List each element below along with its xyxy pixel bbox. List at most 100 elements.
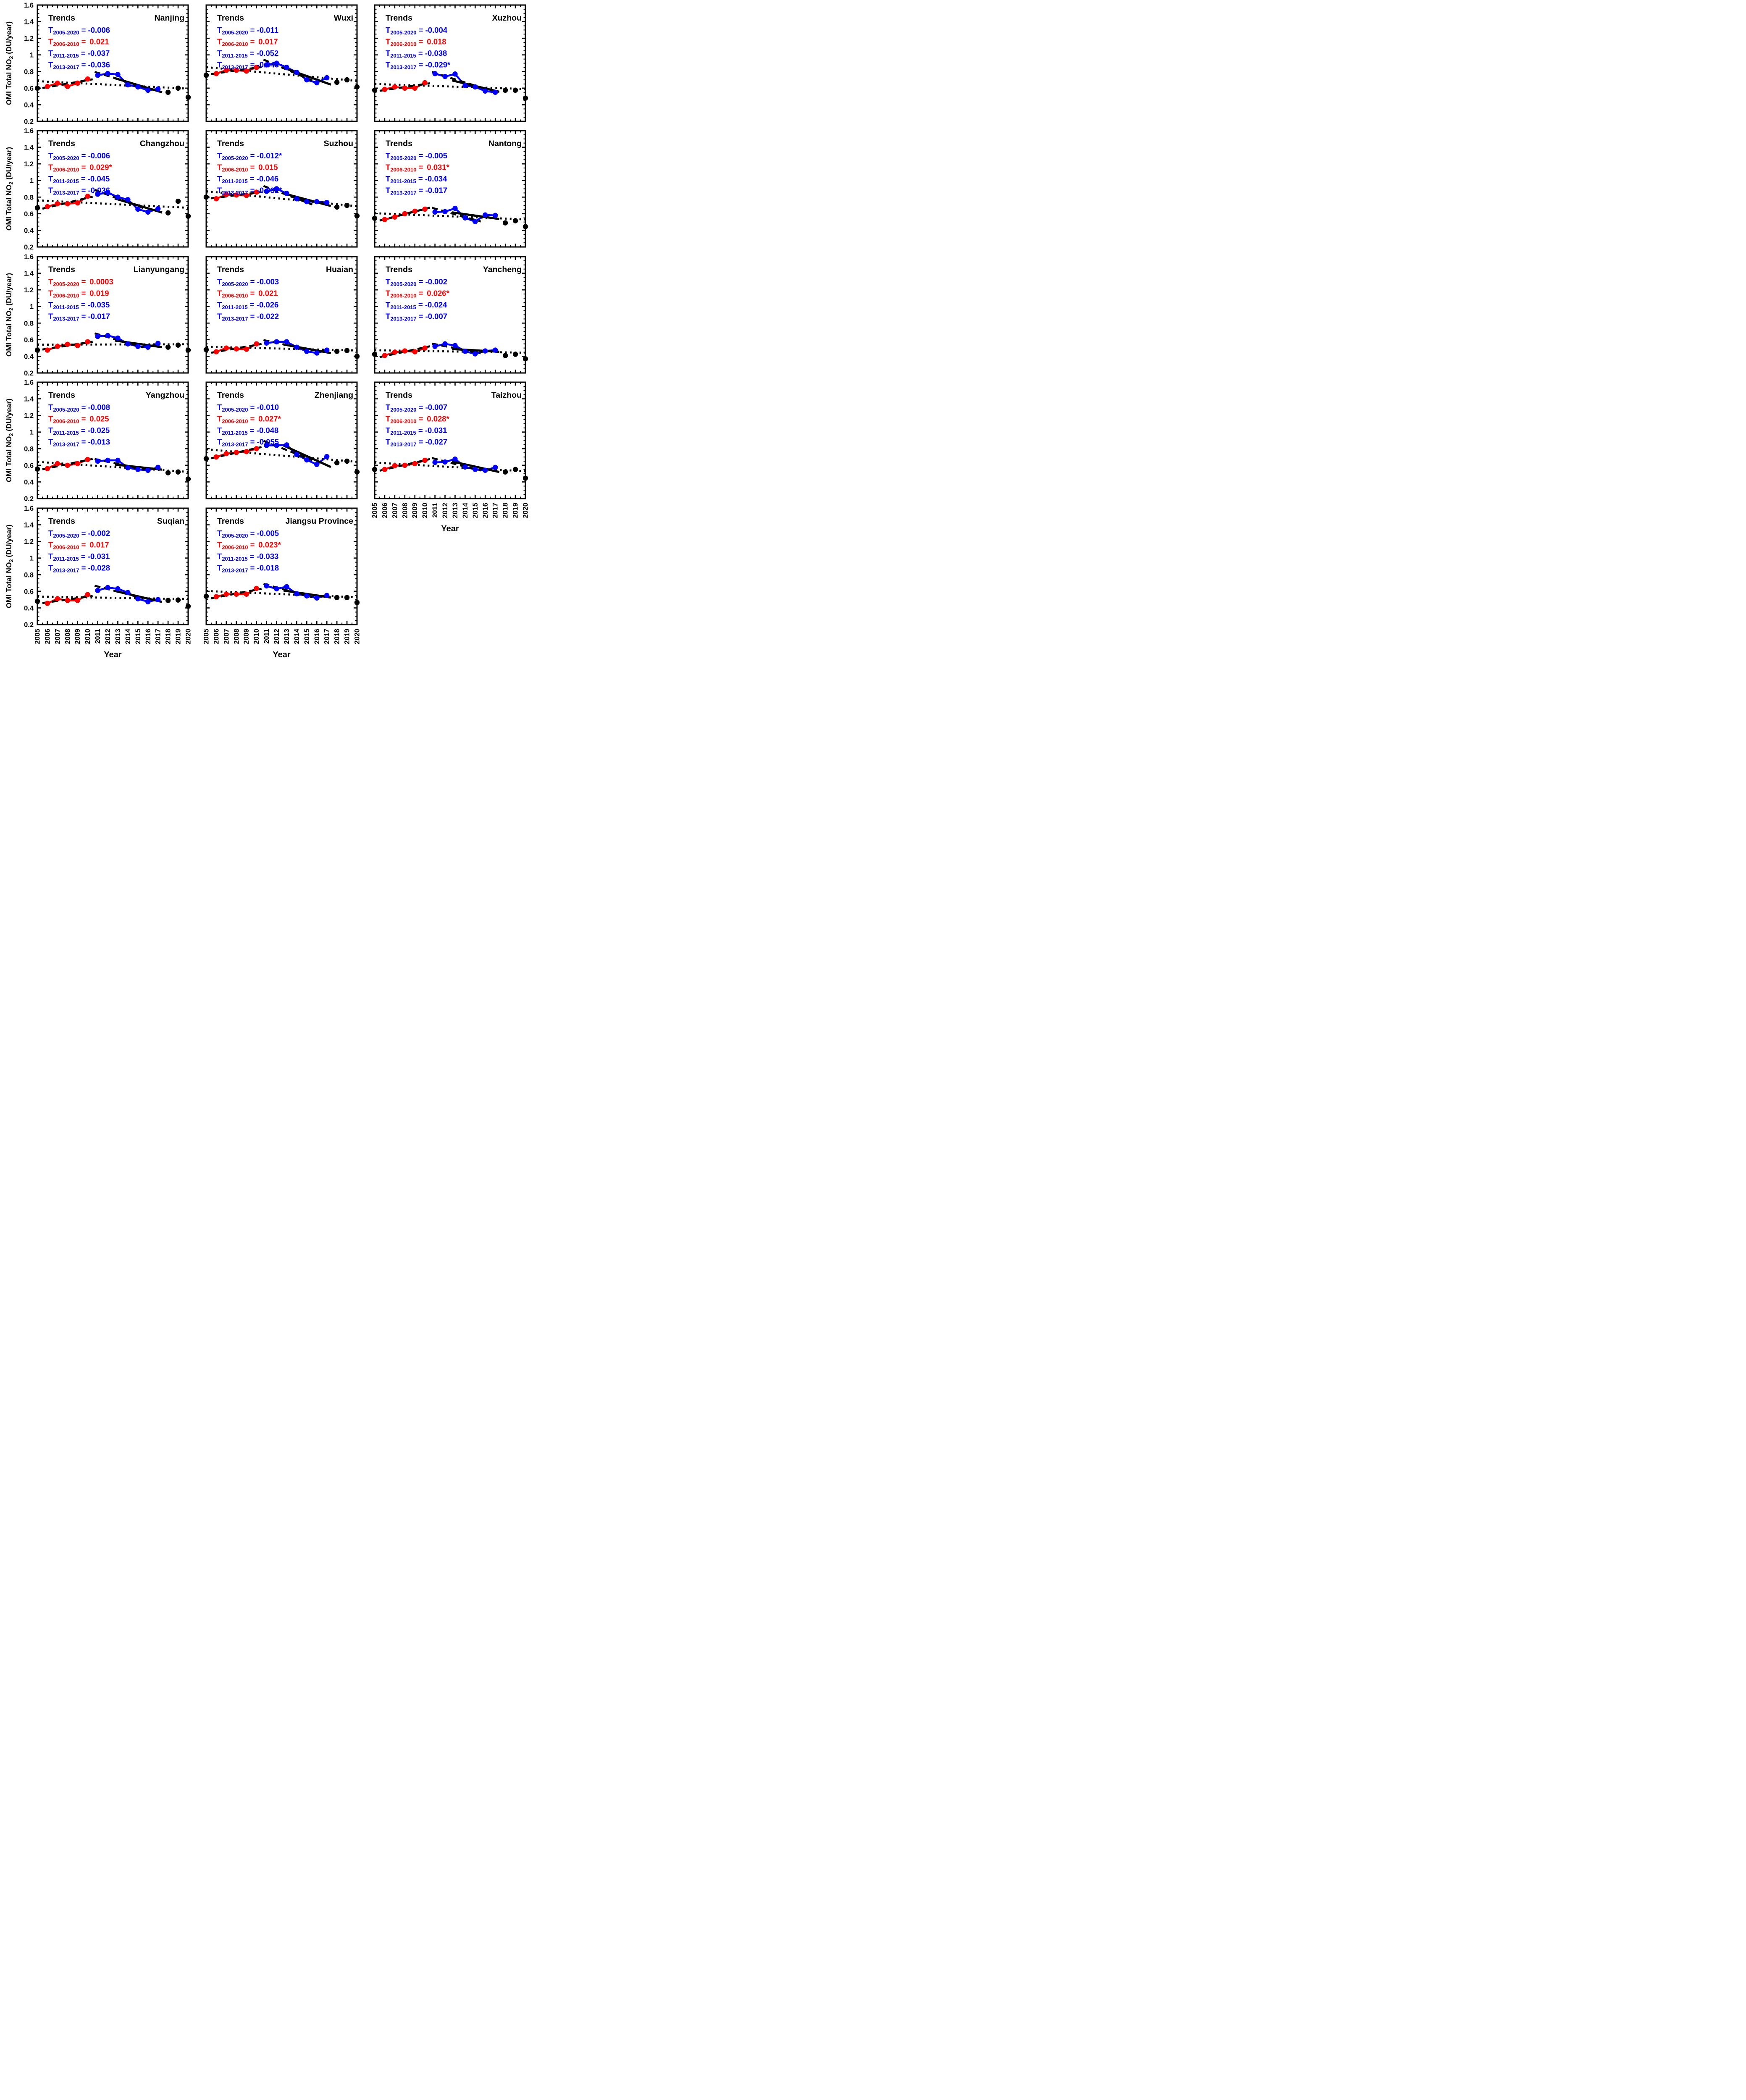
data-point bbox=[294, 452, 299, 457]
data-point bbox=[432, 344, 438, 349]
data-point bbox=[493, 89, 498, 95]
major-ticks bbox=[37, 256, 189, 374]
trend-fit-2006-2010-dashed bbox=[379, 458, 431, 472]
panel-title-suzhou: Suzhou bbox=[324, 139, 353, 148]
trend-fit-2005-2020-dotted bbox=[37, 461, 189, 473]
trends-heading: Trends bbox=[386, 265, 412, 274]
x-tick-label: 2017 bbox=[323, 629, 331, 644]
data-point bbox=[115, 457, 121, 463]
x-tick-label: 2014 bbox=[462, 502, 469, 518]
minor-ticks bbox=[37, 508, 188, 625]
panel-zhenjiang: Zhenjiang Trends T2005-2020 = -0.010 T2006-… bbox=[203, 381, 360, 499]
data-point bbox=[135, 467, 141, 472]
y-tick-label: 0.4 bbox=[24, 227, 34, 234]
data-point bbox=[234, 449, 239, 455]
y-tick-label: 1 bbox=[30, 177, 34, 185]
x-tick-label: 2019 bbox=[512, 503, 520, 518]
trend-fit-2006-2010-dashed bbox=[211, 191, 262, 200]
data-point bbox=[502, 353, 508, 358]
data-point bbox=[284, 442, 289, 448]
data-point bbox=[442, 209, 448, 215]
data-point bbox=[294, 70, 299, 75]
data-point bbox=[115, 194, 121, 200]
data-point bbox=[85, 76, 90, 82]
trend-line-2005-2020: T2005-2020 = -0.002 bbox=[48, 529, 110, 539]
panel-yancheng: Yancheng Trends T2005-2020 = -0.002 T2006-2… bbox=[372, 256, 528, 374]
data-point bbox=[442, 459, 448, 465]
minor-ticks bbox=[206, 5, 357, 121]
data-point bbox=[314, 462, 320, 467]
data-point bbox=[125, 197, 131, 202]
data-point bbox=[75, 80, 80, 86]
data-point bbox=[412, 461, 417, 467]
data-point bbox=[422, 345, 428, 351]
trend-line-2006-2010: T2006-2010 = 0.019 bbox=[48, 289, 109, 299]
y-tick-label: 1.6 bbox=[24, 127, 34, 135]
data-point bbox=[304, 77, 310, 83]
trends-heading: Trends bbox=[48, 391, 75, 400]
data-point bbox=[483, 467, 488, 473]
data-point bbox=[85, 194, 90, 199]
data-point bbox=[223, 591, 229, 597]
x-axis-title: Year bbox=[104, 650, 121, 659]
trend-line-2006-2010: T2006-2010 = 0.031* bbox=[386, 163, 450, 173]
trend-line-2006-2010: T2006-2010 = 0.026* bbox=[386, 289, 450, 299]
minor-ticks bbox=[206, 257, 357, 373]
panel-nantong: Nantong Trends T2005-2020 = -0.005 T2006-20… bbox=[372, 130, 528, 248]
data-point bbox=[304, 457, 310, 463]
major-ticks bbox=[205, 130, 358, 248]
trend-fit-2013-2017-solid bbox=[283, 343, 331, 354]
y-tick-label: 1.2 bbox=[24, 412, 34, 420]
trend-line-2006-2010: T2006-2010 = 0.029* bbox=[48, 163, 113, 173]
trend-fit-2011-2015-dashed bbox=[263, 185, 313, 206]
data-point bbox=[115, 586, 121, 592]
trend-line-2013-2017: T2013-2017 = -0.007 bbox=[386, 312, 447, 322]
trend-line-2013-2017: T2013-2017 = -0.036 bbox=[48, 186, 110, 196]
y-axis-title: OMI Total NO2 (DU/year) bbox=[5, 273, 14, 357]
trend-line-2005-2020: T2005-2020 = -0.003 bbox=[217, 277, 279, 287]
trend-fit-2005-2020-dotted bbox=[374, 461, 526, 472]
trend-line-2011-2015: T2011-2015 = -0.037 bbox=[48, 49, 110, 59]
trend-line-2005-2020: T2005-2020 = -0.010 bbox=[217, 403, 279, 413]
data-point bbox=[294, 591, 299, 596]
data-point bbox=[334, 595, 340, 600]
trend-line-2011-2015: T2011-2015 = -0.052 bbox=[217, 49, 278, 59]
data-point bbox=[382, 353, 388, 358]
trend-line-2006-2010: T2006-2010 = 0.018 bbox=[386, 37, 446, 47]
panel-changzhou: Changzhou Trends T2005-2020 = -0.006 T2006-… bbox=[5, 127, 191, 251]
trend-fit-2005-2020-dotted bbox=[37, 596, 189, 600]
data-point bbox=[223, 68, 229, 73]
trend-line-2013-2017: T2013-2017 = -0.028 bbox=[48, 564, 110, 574]
trend-line-2011-2015: T2011-2015 = -0.038 bbox=[386, 49, 447, 59]
data-point bbox=[175, 198, 181, 204]
data-point bbox=[65, 84, 70, 89]
trend-line-2013-2017: T2013-2017 = -0.055 bbox=[217, 438, 279, 448]
trends-heading: Trends bbox=[48, 265, 75, 274]
data-point bbox=[145, 209, 151, 215]
data-point bbox=[344, 458, 350, 464]
panel-title-taizhou: Taizhou bbox=[491, 391, 522, 400]
y-tick-label: 1.2 bbox=[24, 538, 34, 546]
trend-line-2011-2015: T2011-2015 = -0.033 bbox=[217, 552, 278, 562]
trends-heading: Trends bbox=[217, 391, 244, 400]
x-tick-label: 2011 bbox=[263, 629, 270, 644]
major-ticks bbox=[374, 381, 526, 499]
trend-fit-2006-2010-dashed bbox=[42, 341, 93, 351]
data-point bbox=[452, 343, 458, 348]
trend-line-2013-2017: T2013-2017 = -0.018 bbox=[217, 564, 279, 574]
data-point bbox=[452, 71, 458, 77]
data-point bbox=[264, 62, 269, 68]
major-ticks bbox=[205, 4, 358, 122]
trends-heading: Trends bbox=[217, 517, 244, 526]
panel-title-jiangsu-province: Jiangsu Province bbox=[286, 517, 354, 526]
data-point bbox=[382, 87, 388, 92]
trend-line-2011-2015: T2011-2015 = -0.031 bbox=[48, 552, 110, 562]
panel-lianyungang: Lianyungang Trends T2005-2020 = 0.0003 T200… bbox=[5, 253, 191, 377]
x-tick-label: 2010 bbox=[421, 503, 429, 518]
trend-line-2006-2010: T2006-2010 = 0.027* bbox=[217, 415, 281, 425]
x-tick-label: 2009 bbox=[411, 503, 419, 518]
trend-fit-2005-2020-dotted bbox=[206, 346, 357, 352]
y-tick-label: 1.6 bbox=[24, 505, 34, 512]
trends-heading: Trends bbox=[217, 13, 244, 23]
y-tick-label: 0.6 bbox=[24, 210, 34, 218]
